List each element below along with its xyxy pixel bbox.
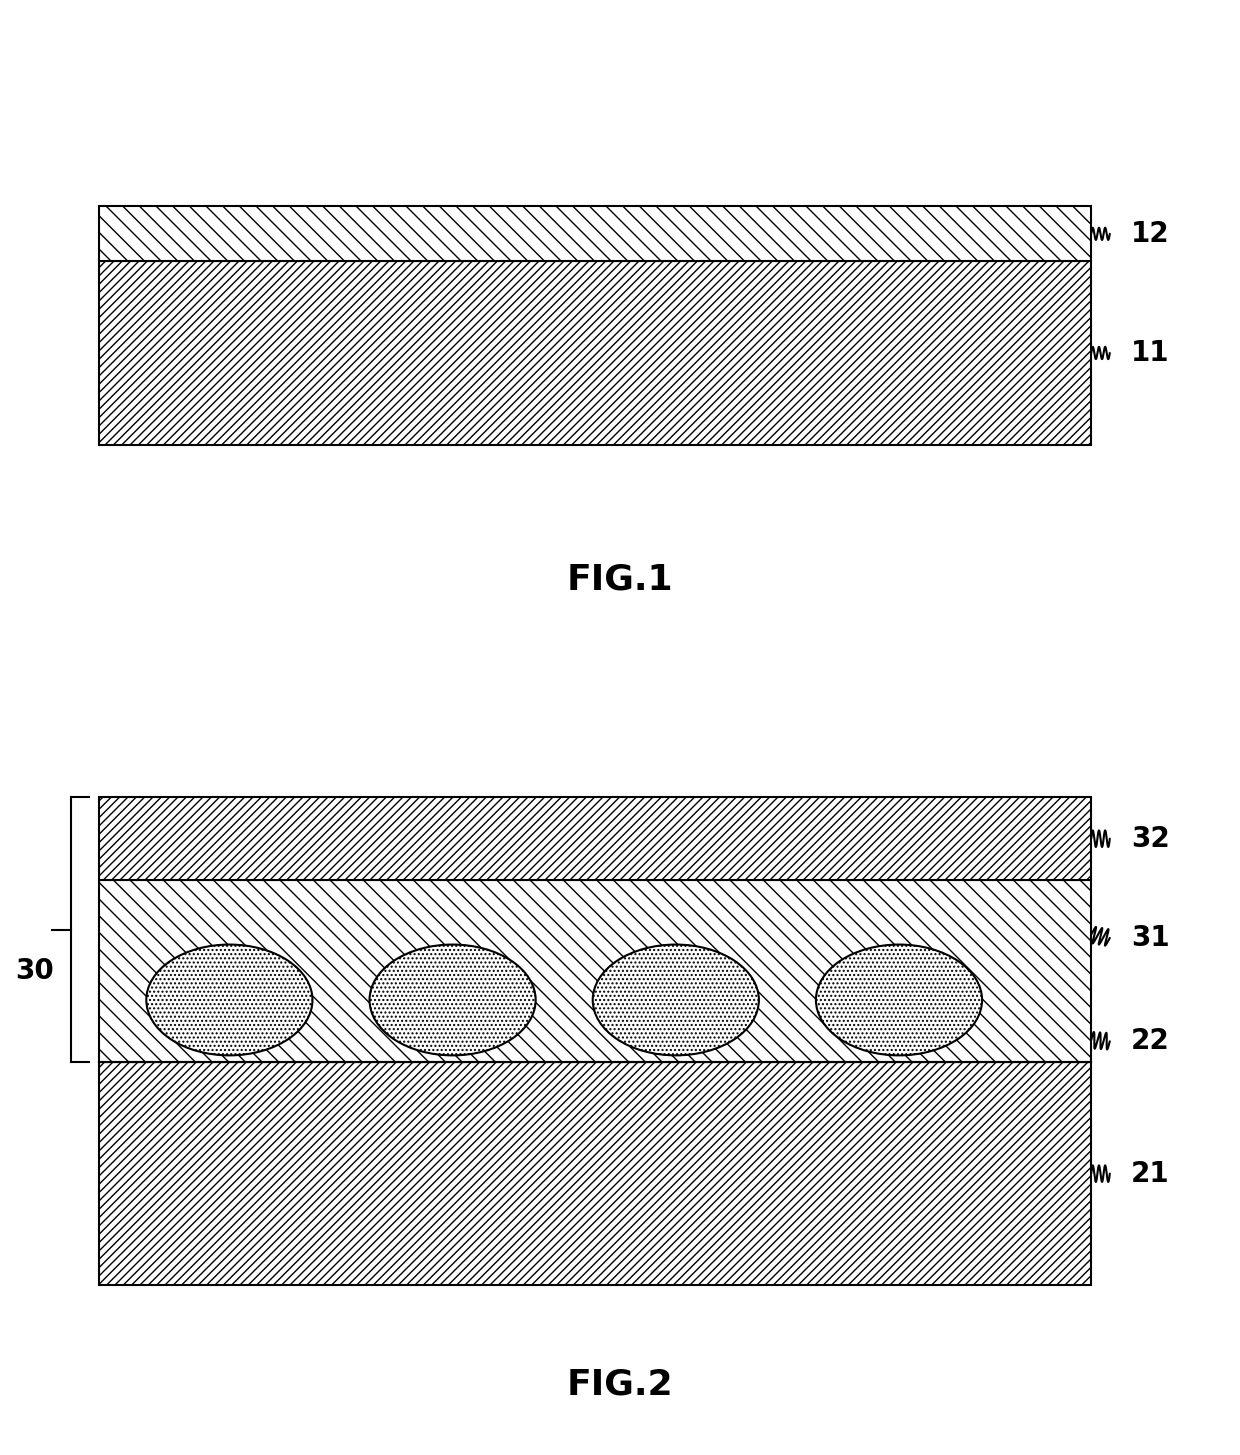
Text: 12: 12 <box>1131 220 1169 247</box>
Text: 21: 21 <box>1131 1160 1169 1187</box>
Bar <box>99 262 1091 445</box>
Circle shape <box>593 944 759 1055</box>
Text: 32: 32 <box>1131 825 1169 853</box>
Bar <box>99 797 1091 880</box>
Bar <box>99 880 1091 1062</box>
Text: 22: 22 <box>1131 1027 1169 1055</box>
Bar <box>99 207 1091 262</box>
Circle shape <box>370 944 536 1055</box>
Text: FIG.2: FIG.2 <box>567 1368 673 1401</box>
Circle shape <box>816 944 982 1055</box>
Text: 11: 11 <box>1131 339 1169 367</box>
Text: FIG.1: FIG.1 <box>567 562 673 597</box>
Circle shape <box>146 944 312 1055</box>
Text: 30: 30 <box>15 957 55 985</box>
Text: 31: 31 <box>1131 924 1169 952</box>
Bar <box>99 1062 1091 1285</box>
